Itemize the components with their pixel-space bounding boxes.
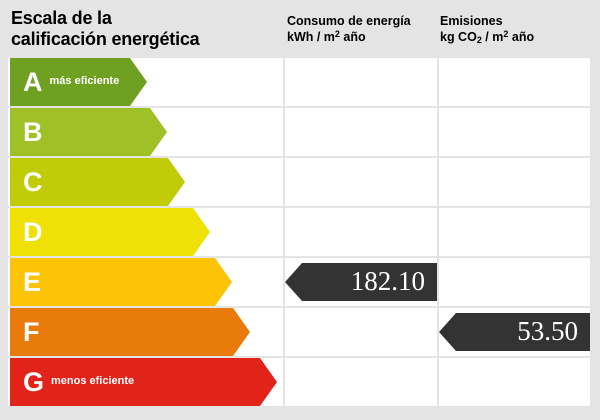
title-line-1: Escala de la (11, 8, 112, 28)
energy-value-cell (285, 58, 437, 106)
emissions-value-cell (439, 258, 590, 306)
rating-letter: F (23, 316, 40, 347)
emissions-value-cell (439, 158, 590, 206)
energy-header-line-2: kWh / m2 año (287, 29, 366, 44)
energy-value-cell (285, 158, 437, 206)
emissions-value-cell (439, 108, 590, 156)
table-row: F 53.50 (8, 308, 590, 356)
title-line-2: calificación energética (11, 29, 200, 49)
rating-letter: A (23, 66, 43, 97)
energy-value-cell (285, 308, 437, 356)
rating-bar-e: E (10, 258, 232, 306)
rating-letter: C (23, 166, 43, 197)
emissions-value: 53.50 (517, 315, 578, 346)
chart-header: Escala de la calificación energética Con… (0, 0, 600, 58)
rating-letter: B (23, 116, 43, 147)
emissions-value-cell (439, 58, 590, 106)
energy-value-cell (285, 358, 437, 406)
emissions-value-badge: 53.50 (439, 313, 590, 351)
table-row: B (8, 108, 590, 156)
emissions-header-line-1: Emisiones (440, 14, 503, 28)
page-title: Escala de la calificación energética (11, 8, 281, 50)
rating-letter: G (23, 366, 45, 397)
table-row: C (8, 158, 590, 206)
rating-note: menos eficiente (51, 375, 135, 387)
emissions-value-cell (439, 358, 590, 406)
rating-bar-f: F (10, 308, 250, 356)
column-header-energy-consumption: Consumo de energía kWh / m2 año (287, 13, 435, 46)
emissions-header-line-2: kg CO2 / m2 año (440, 29, 535, 45)
energy-value-badge: 182.10 (285, 263, 437, 301)
rating-letter: E (23, 266, 42, 297)
table-row: E 182.10 (8, 258, 590, 306)
emissions-value-cell (439, 208, 590, 256)
rating-note: más eficiente (49, 75, 120, 87)
table-row: D (8, 208, 590, 256)
rating-bar-d: D (10, 208, 210, 256)
rating-bar-c: C (10, 158, 185, 206)
energy-header-line-1: Consumo de energía (287, 14, 411, 28)
column-header-emissions: Emisiones kg CO2 / m2 año (440, 13, 590, 46)
energy-value-cell (285, 108, 437, 156)
rating-bar-b: B (10, 108, 167, 156)
energy-value-cell (285, 208, 437, 256)
rating-letter: D (23, 216, 43, 247)
energy-value: 182.10 (350, 265, 425, 296)
